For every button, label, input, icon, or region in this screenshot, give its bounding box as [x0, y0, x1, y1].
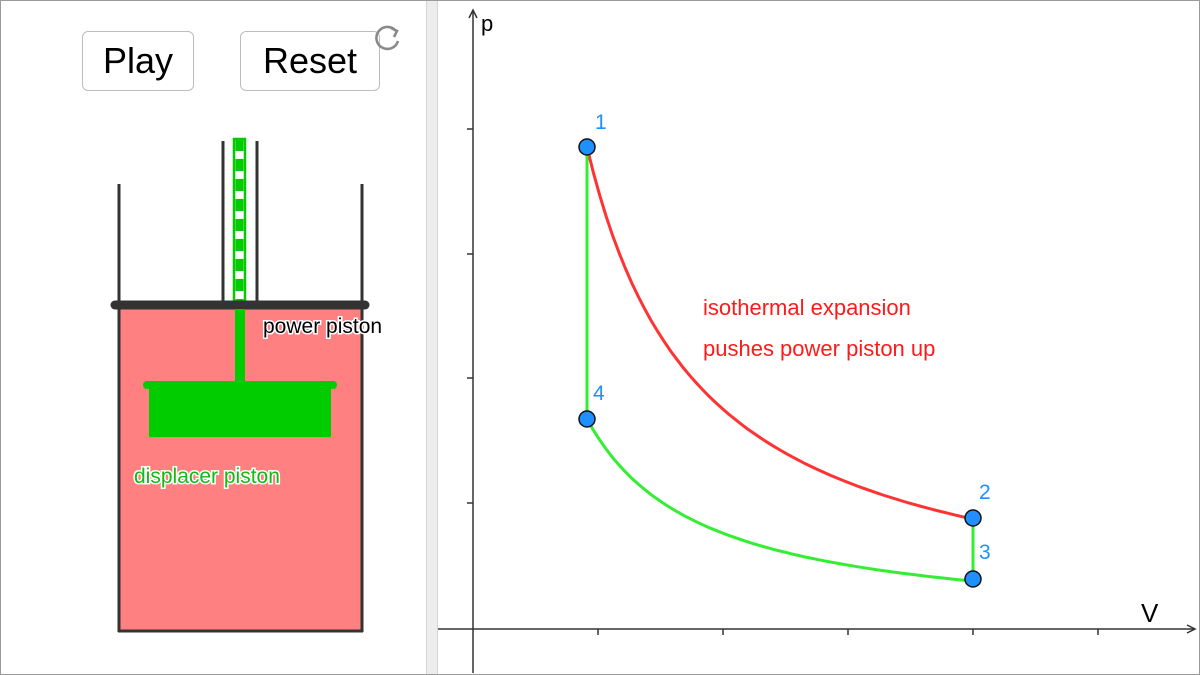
state-point-2[interactable]	[964, 509, 982, 527]
y-axis-arrow	[468, 8, 478, 19]
isothermal-expansion-curve	[585, 146, 974, 521]
displacer-piston-label: displacer piston	[134, 465, 280, 488]
isothermal-compression-curve	[585, 418, 974, 583]
point-label-1: 1	[595, 111, 607, 134]
point-label-2: 2	[979, 481, 991, 504]
refresh-icon[interactable]	[369, 19, 405, 55]
annotation-line-1: isothermal expansion	[703, 295, 911, 320]
point-label-3: 3	[979, 541, 991, 564]
power-piston-label: power piston	[263, 315, 382, 338]
graphics-view: p V isothermal expansion pushes power pi…	[438, 1, 1199, 674]
engine-diagram: power piston displacer piston	[110, 137, 384, 633]
state-point-3[interactable]	[964, 570, 982, 588]
play-button[interactable]: Play	[82, 31, 194, 91]
pv-diagram: p V isothermal expansion pushes power pi…	[438, 8, 1197, 673]
panel-splitter[interactable]	[426, 1, 438, 674]
displacer-rod	[235, 309, 245, 385]
x-axis-arrow	[1186, 624, 1197, 634]
x-axis-label: V	[1141, 598, 1159, 628]
annotation-line-2: pushes power piston up	[703, 336, 935, 361]
reset-button[interactable]: Reset	[240, 31, 380, 91]
state-point-1[interactable]	[578, 138, 596, 156]
displacer-piston	[149, 388, 331, 437]
simulation-panel: Play Reset power piston displacer piston	[1, 1, 426, 674]
point-label-4: 4	[593, 382, 605, 405]
state-point-4[interactable]	[578, 410, 596, 428]
y-axis-label: p	[481, 11, 493, 36]
